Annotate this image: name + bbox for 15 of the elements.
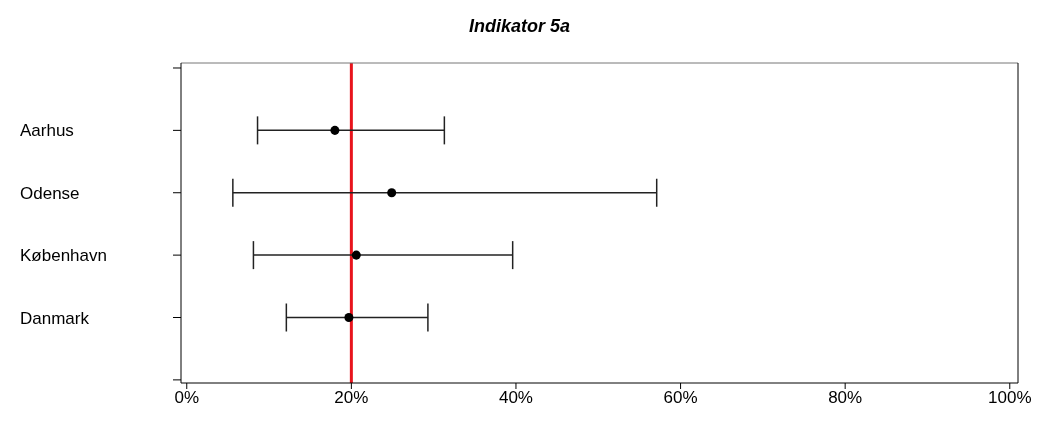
x-tick-label: 100% [988,388,1032,408]
x-tick-label: 0% [174,388,200,408]
x-tick-label: 20% [334,388,369,408]
point [387,188,397,198]
chart-title: Indikator 5a [468,15,571,38]
y-tick-label: Odense [20,183,80,203]
point [330,125,340,135]
point [344,313,354,323]
y-tick-label: Aarhus [20,121,74,141]
y-tick-label: Danmark [20,308,90,328]
x-tick-label: 80% [828,388,863,408]
point [351,250,361,260]
y-tick-label: København [20,246,107,266]
x-tick-label: 60% [663,388,698,408]
x-tick-label: 40% [498,388,533,408]
